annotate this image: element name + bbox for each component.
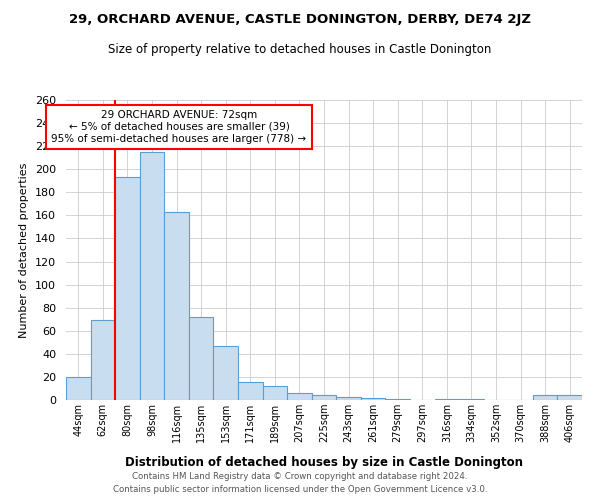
Bar (66, 377, 91, 400)
Bar (385, 399, 410, 400)
Bar (336, 396, 361, 400)
Bar (312, 396, 336, 400)
Bar (214, 346, 238, 400)
Bar (434, 399, 459, 400)
Text: Contains public sector information licensed under the Open Government Licence v3: Contains public sector information licen… (113, 485, 487, 494)
Bar (238, 382, 263, 400)
Text: 29, ORCHARD AVENUE, CASTLE DONINGTON, DERBY, DE74 2JZ: 29, ORCHARD AVENUE, CASTLE DONINGTON, DE… (69, 12, 531, 26)
Bar (287, 393, 312, 400)
X-axis label: Distribution of detached houses by size in Castle Donington: Distribution of detached houses by size … (125, 456, 523, 469)
Y-axis label: Number of detached properties: Number of detached properties (19, 162, 29, 338)
Text: 29 ORCHARD AVENUE: 72sqm
← 5% of detached houses are smaller (39)
95% of semi-de: 29 ORCHARD AVENUE: 72sqm ← 5% of detache… (52, 110, 307, 144)
Bar (533, 396, 557, 400)
Bar (189, 317, 214, 400)
Bar (164, 212, 189, 400)
Bar (557, 396, 582, 400)
Bar (115, 178, 140, 400)
Text: Contains HM Land Registry data © Crown copyright and database right 2024.: Contains HM Land Registry data © Crown c… (132, 472, 468, 481)
Bar (140, 152, 164, 400)
Bar (91, 320, 115, 400)
Bar (361, 398, 385, 400)
Bar (263, 386, 287, 400)
Bar (459, 399, 484, 400)
Text: Size of property relative to detached houses in Castle Donington: Size of property relative to detached ho… (109, 42, 491, 56)
